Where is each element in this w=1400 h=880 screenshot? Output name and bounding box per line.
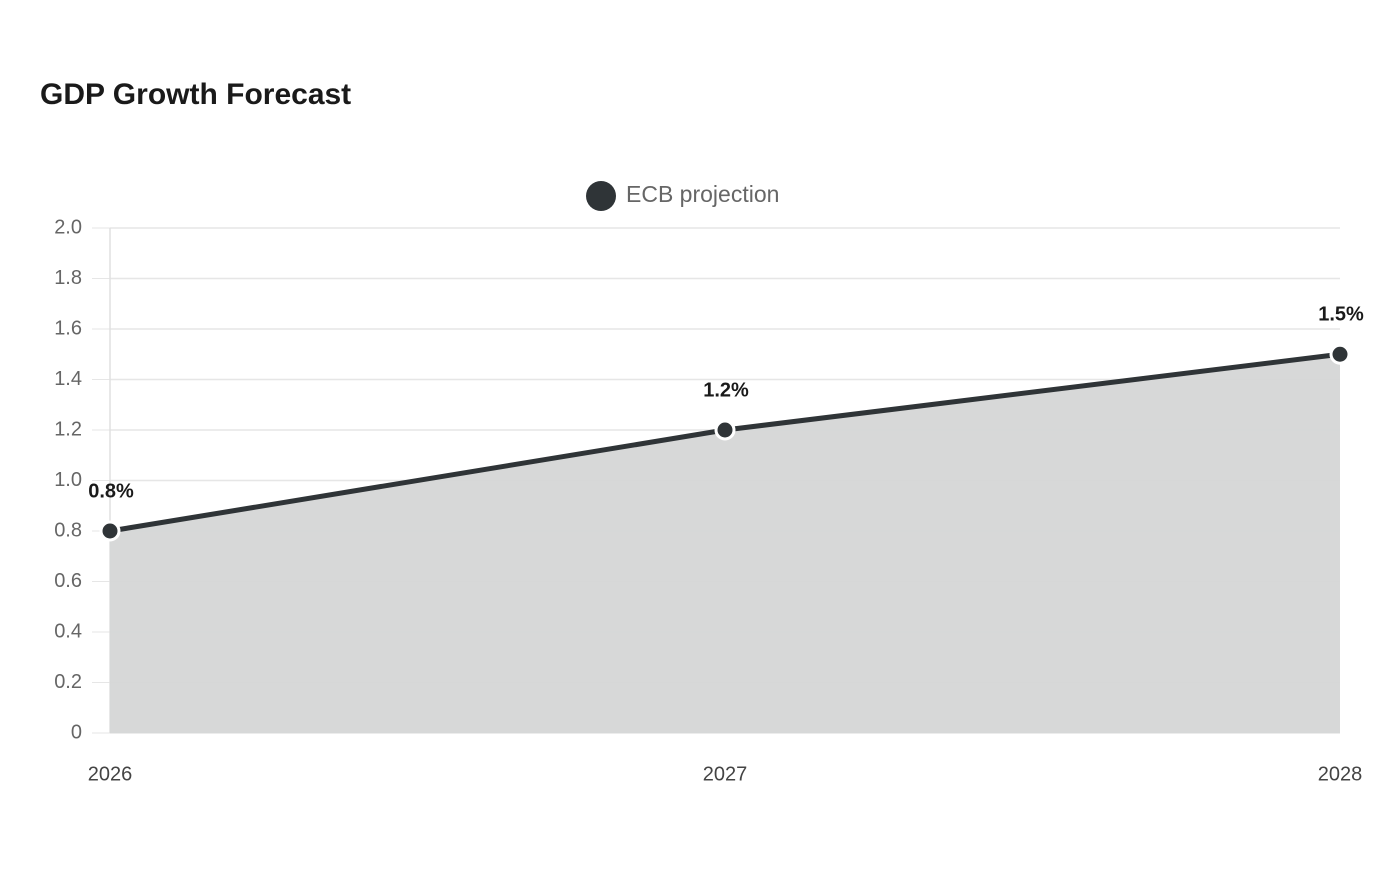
data-point: [99, 520, 121, 542]
x-tick-label: 2027: [703, 763, 748, 785]
area-fill: [110, 354, 1340, 733]
legend-label: ECB projection: [626, 181, 779, 207]
y-tick-label: 0.8: [54, 519, 82, 541]
y-tick-label: 2.0: [54, 216, 82, 238]
y-tick-label: 0.6: [54, 570, 82, 592]
y-tick-label: 0.2: [54, 671, 82, 693]
y-tick-label: 0: [71, 721, 82, 743]
data-point: [1329, 343, 1351, 365]
x-tick-label: 2028: [1318, 763, 1363, 785]
y-tick-label: 1.4: [54, 368, 82, 390]
data-point: [714, 419, 736, 441]
y-tick-label: 1.2: [54, 418, 82, 440]
y-tick-label: 0.4: [54, 620, 82, 642]
y-tick-label: 1.0: [54, 469, 82, 491]
data-label: 1.2%: [703, 379, 749, 401]
x-tick-label: 2026: [88, 763, 133, 785]
y-tick-label: 1.8: [54, 267, 82, 289]
data-label: 0.8%: [88, 480, 134, 502]
chart-title: GDP Growth Forecast: [40, 78, 351, 111]
legend-marker: [586, 181, 616, 211]
data-label: 1.5%: [1318, 304, 1364, 326]
y-tick-label: 1.6: [54, 317, 82, 339]
